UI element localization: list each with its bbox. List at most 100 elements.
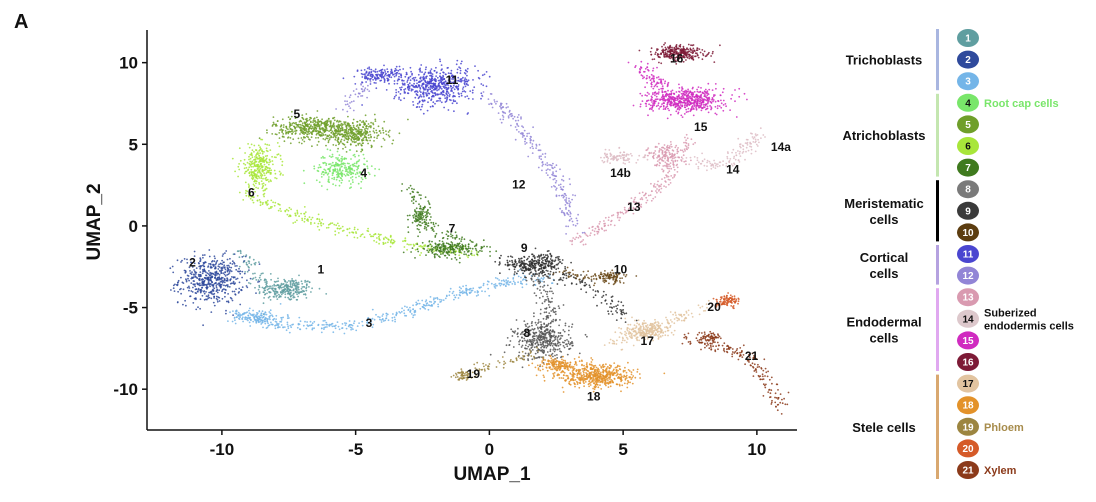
cell-point-cluster-2 xyxy=(185,304,187,307)
cell-point-cluster-11 xyxy=(416,91,419,93)
cell-point-cluster-3 xyxy=(407,309,410,311)
cell-point-cluster-2 xyxy=(194,285,197,288)
cell-point-cluster-6 xyxy=(387,241,389,244)
cell-point-cluster-7 xyxy=(448,243,451,246)
cell-point-cluster-4 xyxy=(338,154,341,157)
cell-point-cluster-3 xyxy=(313,327,315,330)
cell-point-cluster-11 xyxy=(406,81,409,83)
cell-point-cluster-9 xyxy=(548,260,551,263)
cell-point-cluster-6 xyxy=(336,227,339,230)
cell-point-cluster-9 xyxy=(592,296,595,299)
cell-point-cluster-5 xyxy=(282,126,285,128)
cell-point-cluster-8 xyxy=(557,344,560,347)
cell-point-cluster-8 xyxy=(548,306,551,309)
cell-point-cluster-8 xyxy=(533,315,535,318)
cell-point-cluster-3 xyxy=(522,278,525,280)
cell-point-cluster-9 xyxy=(526,257,529,260)
cell-point-cluster-1 xyxy=(258,292,261,295)
cell-point-cluster-2 xyxy=(217,265,220,268)
cell-point-cluster-11 xyxy=(453,110,455,113)
cell-point-cluster-1 xyxy=(242,255,245,258)
cell-point-cluster-3 xyxy=(469,287,472,290)
cell-point-cluster-5 xyxy=(321,118,323,121)
cell-point-cluster-6 xyxy=(307,220,309,222)
cell-point-cluster-9 xyxy=(514,271,516,273)
cell-point-cluster-4 xyxy=(354,155,356,158)
cell-point-cluster-11 xyxy=(477,69,479,72)
cell-point-cluster-5 xyxy=(337,147,339,150)
cell-point-cluster-9 xyxy=(546,250,549,253)
cell-point-cluster-9 xyxy=(533,275,536,277)
cell-point-cluster-2 xyxy=(218,274,221,276)
cell-point-cluster-7 xyxy=(444,254,447,257)
cell-point-cluster-11 xyxy=(446,99,448,101)
cell-point-cluster-8 xyxy=(564,339,566,342)
cell-point-cluster-9 xyxy=(520,268,522,270)
cell-point-cluster-6 xyxy=(252,177,255,179)
cell-point-cluster-1 xyxy=(295,291,298,294)
cell-point-cluster-6 xyxy=(255,156,258,159)
cell-point-cluster-5 xyxy=(352,134,354,137)
cell-point-cluster-3 xyxy=(477,294,480,296)
cell-point-cluster-6 xyxy=(271,206,273,208)
cell-point-cluster-9 xyxy=(528,261,531,263)
cell-point-cluster-5 xyxy=(313,127,316,130)
cell-point-cluster-11 xyxy=(388,82,390,85)
cell-point-cluster-2 xyxy=(249,277,252,280)
cell-point-cluster-9 xyxy=(622,309,625,311)
cell-point-cluster-6 xyxy=(251,162,254,165)
cell-point-cluster-3 xyxy=(252,309,255,312)
cell-point-cluster-7 xyxy=(414,220,417,223)
cell-point-cluster-2 xyxy=(217,272,219,275)
cell-point-cluster-6 xyxy=(360,233,363,236)
cell-point-cluster-4 xyxy=(341,155,343,158)
cell-point-cluster-9 xyxy=(557,257,560,260)
cell-point-cluster-2 xyxy=(243,260,245,263)
cell-point-cluster-5 xyxy=(295,129,298,132)
cell-point-cluster-3 xyxy=(423,307,425,309)
cell-point-cluster-5 xyxy=(342,147,344,150)
cell-point-cluster-8 xyxy=(526,322,529,325)
cell-point-cluster-7 xyxy=(432,228,434,231)
cell-point-cluster-1 xyxy=(277,280,280,282)
cell-point-cluster-11 xyxy=(432,101,435,104)
cell-point-cluster-9 xyxy=(557,267,560,270)
cell-point-cluster-2 xyxy=(226,264,229,267)
cell-point-cluster-4 xyxy=(327,180,330,183)
cell-point-cluster-6 xyxy=(268,207,270,210)
cell-point-cluster-5 xyxy=(305,128,307,130)
cell-point-cluster-11 xyxy=(416,94,419,97)
cell-point-cluster-6 xyxy=(296,212,299,215)
cell-point-cluster-10 xyxy=(582,277,585,279)
cell-point-cluster-8 xyxy=(537,327,539,330)
cell-point-cluster-11 xyxy=(429,105,432,108)
cell-point-cluster-9 xyxy=(584,281,586,284)
cell-point-cluster-2 xyxy=(214,257,216,260)
cell-point-cluster-1 xyxy=(281,289,284,292)
cell-point-cluster-3 xyxy=(248,321,251,324)
cell-point-cluster-2 xyxy=(207,278,209,281)
cell-point-cluster-2 xyxy=(195,288,198,290)
cell-point-cluster-11 xyxy=(409,75,412,78)
cell-point-cluster-7 xyxy=(483,245,485,248)
cell-point-cluster-5 xyxy=(381,127,384,130)
cell-point-cluster-6 xyxy=(245,170,248,173)
cell-point-cluster-2 xyxy=(205,291,207,293)
cell-point-cluster-3 xyxy=(291,323,293,326)
cell-point-cluster-9 xyxy=(523,266,525,269)
cell-point-cluster-11 xyxy=(400,88,402,91)
cell-point-cluster-5 xyxy=(361,129,363,131)
cell-point-cluster-6 xyxy=(248,155,250,158)
cell-point-cluster-3 xyxy=(437,305,440,308)
cell-point-cluster-5 xyxy=(330,132,333,134)
cell-point-cluster-1 xyxy=(289,282,292,285)
cell-point-cluster-3 xyxy=(494,283,497,285)
cell-point-cluster-7 xyxy=(419,205,422,208)
cell-point-cluster-2 xyxy=(225,312,227,315)
cell-point-cluster-11 xyxy=(412,101,414,103)
cell-point-cluster-2 xyxy=(198,277,201,280)
cell-point-cluster-3 xyxy=(337,325,340,328)
cell-point-cluster-2 xyxy=(188,279,191,282)
cell-point-cluster-7 xyxy=(432,248,434,251)
cell-point-cluster-6 xyxy=(339,227,342,230)
